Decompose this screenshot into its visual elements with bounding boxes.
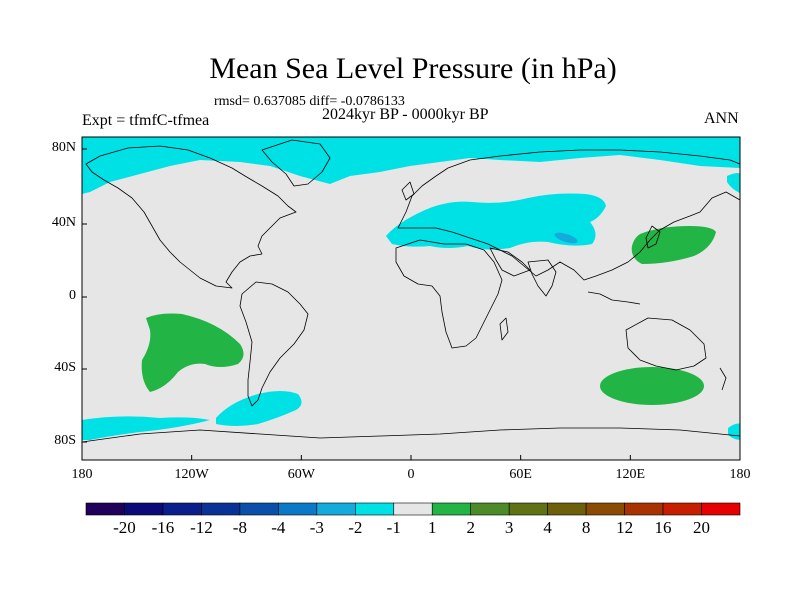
experiment-label: Expt = tfmfC-tfmea	[82, 112, 210, 129]
stats-line: rmsd= 0.637085 diff= -0.0786133	[214, 94, 405, 109]
colorbar-swatch	[624, 502, 664, 516]
lat-label: 80S	[54, 433, 76, 448]
colorbar-label: -4	[271, 518, 286, 537]
anomaly-pacific-ne	[727, 173, 740, 194]
anomaly-southern-pacific	[82, 416, 210, 440]
lat-label: 40S	[54, 360, 76, 375]
colorbar-label: 4	[543, 518, 552, 537]
lon-label: 0	[407, 467, 415, 482]
colorbar-swatch	[316, 502, 356, 516]
lon-label: 120W	[174, 467, 209, 482]
neutral-field	[82, 137, 740, 460]
coast-greenland	[261, 139, 331, 187]
colorbar	[85, 502, 741, 516]
colorbar-label: -8	[232, 518, 247, 537]
colorbar-swatch	[662, 502, 702, 516]
colorbar-swatch	[162, 502, 202, 516]
coast-arabia	[489, 247, 531, 277]
colorbar-label: -20	[113, 518, 136, 537]
colorbar-swatch	[85, 502, 125, 516]
season-label: ANN	[704, 110, 739, 127]
anomaly-tibet	[554, 232, 578, 244]
map-title: Mean Sea Level Pressure (in hPa)	[209, 52, 617, 85]
lon-ticks	[81, 455, 741, 460]
coast-new-zealand	[719, 367, 727, 391]
anomaly-eurasia	[386, 193, 606, 250]
coast-australia	[625, 317, 707, 371]
colorbar-swatch	[278, 502, 318, 516]
coast-japan	[645, 225, 661, 249]
lon-label: 60W	[287, 467, 315, 482]
coast-madagascar	[499, 317, 509, 341]
coast-india	[527, 259, 557, 297]
colorbar-label: 8	[581, 518, 591, 537]
colorbar-label: -2	[348, 518, 363, 537]
colorbar-swatch	[470, 502, 510, 516]
anomaly-sindian-high	[600, 367, 704, 405]
anomaly-npacific-high	[631, 226, 716, 264]
coast-africa	[395, 239, 503, 349]
lat-label: 0	[69, 288, 76, 303]
colorbar-label: -3	[309, 518, 324, 537]
colorbar-swatch	[508, 502, 548, 516]
colorbar-label: -1	[386, 518, 401, 537]
colorbar-label: 3	[504, 518, 514, 537]
anomaly-spacific-high	[141, 313, 244, 392]
lon-label: 120E	[615, 467, 646, 482]
colorbar-swatch	[201, 502, 241, 516]
colorbar-label: 20	[693, 518, 711, 537]
lon-label: 180	[729, 467, 751, 482]
coast-north-america	[85, 145, 297, 289]
colorbar-label: -12	[190, 518, 213, 537]
anomaly-drake	[216, 391, 302, 426]
lat-label: 40N	[51, 215, 76, 230]
colorbar-swatch	[431, 502, 472, 516]
colorbar-swatch	[124, 502, 164, 516]
colorbar-swatch	[239, 502, 279, 516]
colorbar-swatch	[354, 502, 395, 516]
colorbar-label: 2	[466, 518, 475, 537]
anomaly-arctic	[82, 137, 740, 194]
colorbar-swatch	[547, 502, 587, 516]
colorbar-label: 12	[616, 518, 634, 537]
colorbar-swatch	[585, 502, 625, 516]
coast-uk	[401, 181, 415, 201]
colorbar-label: 16	[654, 518, 672, 537]
colorbar-swatch	[393, 502, 433, 516]
lon-label: 60E	[509, 467, 532, 482]
coast-south-america	[239, 281, 309, 407]
coast-indonesia	[587, 291, 641, 305]
period-label: 2024kyr BP - 0000kyr BP	[322, 106, 489, 123]
lon-label: 180	[71, 467, 93, 482]
colorbar-label: 1	[427, 518, 437, 537]
colorbar-swatch	[701, 502, 741, 516]
colorbar-label: -16	[151, 518, 175, 537]
lat-ticks	[82, 148, 87, 443]
coast-europe-asia	[397, 149, 741, 281]
lat-label: 80N	[51, 140, 76, 155]
